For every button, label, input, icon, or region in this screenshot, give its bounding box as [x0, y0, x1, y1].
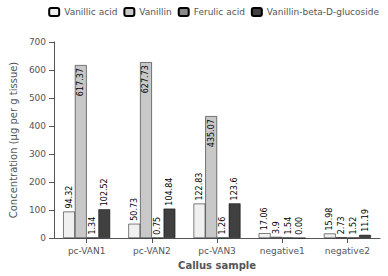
svg-text:Vanillic acid: Vanillic acid [64, 7, 117, 17]
svg-text:102.52: 102.52 [100, 178, 109, 206]
svg-text:2.73: 2.73 [337, 216, 346, 234]
svg-text:pc-VAN1: pc-VAN1 [68, 246, 106, 256]
svg-text:1.34: 1.34 [88, 217, 97, 235]
svg-text:600: 600 [29, 65, 46, 75]
svg-text:17.06: 17.06 [260, 207, 269, 230]
svg-text:1.52: 1.52 [349, 217, 358, 235]
svg-text:435.07: 435.07 [207, 119, 216, 147]
svg-text:Vanillin: Vanillin [139, 7, 171, 17]
svg-text:Ferulic acid: Ferulic acid [194, 7, 245, 17]
svg-text:15.98: 15.98 [325, 208, 334, 231]
svg-text:300: 300 [29, 149, 46, 159]
svg-text:617.37: 617.37 [76, 68, 85, 96]
svg-text:700: 700 [29, 37, 46, 47]
svg-text:104.84: 104.84 [165, 178, 174, 206]
svg-text:pc-VAN3: pc-VAN3 [198, 246, 236, 256]
svg-text:94.32: 94.32 [65, 186, 74, 209]
svg-text:0.75: 0.75 [153, 217, 162, 235]
svg-text:123.6: 123.6 [230, 177, 239, 200]
svg-text:627.73: 627.73 [141, 65, 150, 93]
svg-text:11.19: 11.19 [361, 209, 370, 232]
svg-text:0: 0 [40, 233, 46, 243]
svg-text:negative1: negative1 [260, 246, 305, 256]
svg-text:Callus sample: Callus sample [178, 260, 256, 271]
svg-text:negative2: negative2 [325, 246, 370, 256]
svg-text:1.54: 1.54 [284, 217, 293, 235]
svg-text:122.83: 122.83 [195, 173, 204, 201]
svg-text:400: 400 [29, 121, 46, 131]
svg-text:Vanillin-beta-D-glucoside: Vanillin-beta-D-glucoside [267, 7, 380, 17]
svg-text:3.9: 3.9 [272, 221, 281, 234]
svg-text:500: 500 [29, 93, 46, 103]
svg-text:pc-VAN2: pc-VAN2 [133, 246, 171, 256]
svg-text:50.73: 50.73 [130, 198, 139, 221]
svg-text:1.26: 1.26 [218, 217, 227, 235]
svg-text:Concentration (μg per g tissue: Concentration (μg per g tissue) [8, 62, 19, 219]
svg-text:200: 200 [29, 177, 46, 187]
svg-text:100: 100 [29, 205, 46, 215]
svg-text:0.00: 0.00 [295, 217, 304, 235]
